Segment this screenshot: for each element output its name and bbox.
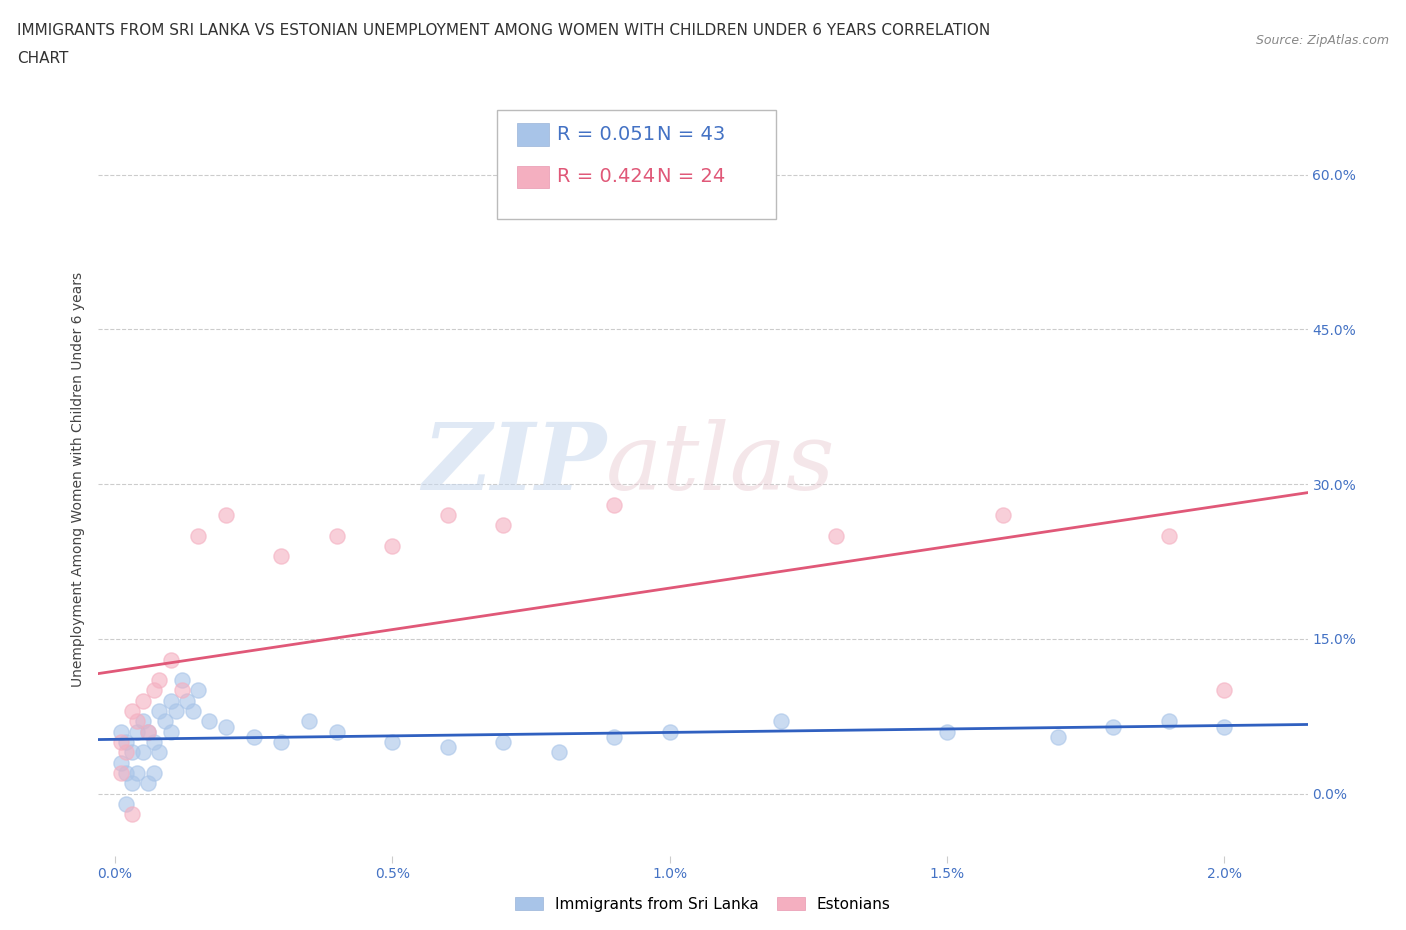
Point <box>215 719 238 734</box>
Point <box>1213 683 1236 698</box>
Point <box>603 498 626 512</box>
Point <box>381 538 404 553</box>
Point <box>381 735 404 750</box>
Text: atlas: atlas <box>606 418 835 509</box>
Point <box>138 776 160 790</box>
Point <box>121 807 143 822</box>
Point <box>242 729 264 744</box>
Point <box>1157 528 1180 543</box>
Point <box>159 652 181 667</box>
Point <box>187 528 209 543</box>
Point <box>148 704 170 719</box>
Text: N = 43: N = 43 <box>657 126 725 144</box>
Point <box>270 549 292 564</box>
Point <box>153 714 176 729</box>
Text: R = 0.424: R = 0.424 <box>557 167 655 186</box>
Point <box>110 755 132 770</box>
Point <box>769 714 792 729</box>
Point <box>127 714 149 729</box>
Point <box>121 745 143 760</box>
Point <box>658 724 681 739</box>
Point <box>170 672 193 687</box>
Point <box>127 724 149 739</box>
Text: IMMIGRANTS FROM SRI LANKA VS ESTONIAN UNEMPLOYMENT AMONG WOMEN WITH CHILDREN UND: IMMIGRANTS FROM SRI LANKA VS ESTONIAN UN… <box>17 23 990 38</box>
Point <box>170 683 193 698</box>
Point <box>187 683 209 698</box>
Text: ZIP: ZIP <box>422 418 606 509</box>
Point <box>215 508 238 523</box>
Text: N = 24: N = 24 <box>657 167 725 186</box>
Legend: Immigrants from Sri Lanka, Estonians: Immigrants from Sri Lanka, Estonians <box>509 890 897 918</box>
Point <box>115 765 138 780</box>
Point <box>936 724 959 739</box>
Point <box>148 672 170 687</box>
Text: R = 0.051: R = 0.051 <box>557 126 655 144</box>
Point <box>181 704 204 719</box>
Point <box>142 683 165 698</box>
Point <box>326 528 349 543</box>
Point <box>110 765 132 780</box>
Point <box>326 724 349 739</box>
Point <box>825 528 848 543</box>
Point <box>121 704 143 719</box>
Point <box>138 724 160 739</box>
FancyBboxPatch shape <box>498 110 776 219</box>
Point <box>603 729 626 744</box>
Point <box>142 765 165 780</box>
Point <box>176 694 198 709</box>
Point <box>148 745 170 760</box>
Text: CHART: CHART <box>17 51 69 66</box>
Point <box>132 694 155 709</box>
Y-axis label: Unemployment Among Women with Children Under 6 years: Unemployment Among Women with Children U… <box>72 272 86 686</box>
Point <box>437 508 460 523</box>
Point <box>547 745 569 760</box>
Point <box>132 745 155 760</box>
Point <box>437 739 460 754</box>
Point <box>127 765 149 780</box>
Point <box>115 735 138 750</box>
Point <box>492 518 515 533</box>
Point <box>132 714 155 729</box>
Point <box>159 694 181 709</box>
Point <box>1213 719 1236 734</box>
Point <box>492 735 515 750</box>
Point <box>298 714 321 729</box>
Text: Source: ZipAtlas.com: Source: ZipAtlas.com <box>1256 34 1389 47</box>
Point <box>1102 719 1125 734</box>
Point <box>1157 714 1180 729</box>
Point <box>159 724 181 739</box>
Point <box>121 776 143 790</box>
Point <box>142 735 165 750</box>
FancyBboxPatch shape <box>517 124 550 146</box>
Point <box>110 735 132 750</box>
Point <box>991 508 1014 523</box>
Point <box>1046 729 1069 744</box>
FancyBboxPatch shape <box>517 166 550 188</box>
Point <box>138 724 160 739</box>
Point <box>270 735 292 750</box>
Point <box>198 714 221 729</box>
Point <box>115 797 138 812</box>
Point <box>110 724 132 739</box>
Point <box>115 745 138 760</box>
Point <box>165 704 187 719</box>
